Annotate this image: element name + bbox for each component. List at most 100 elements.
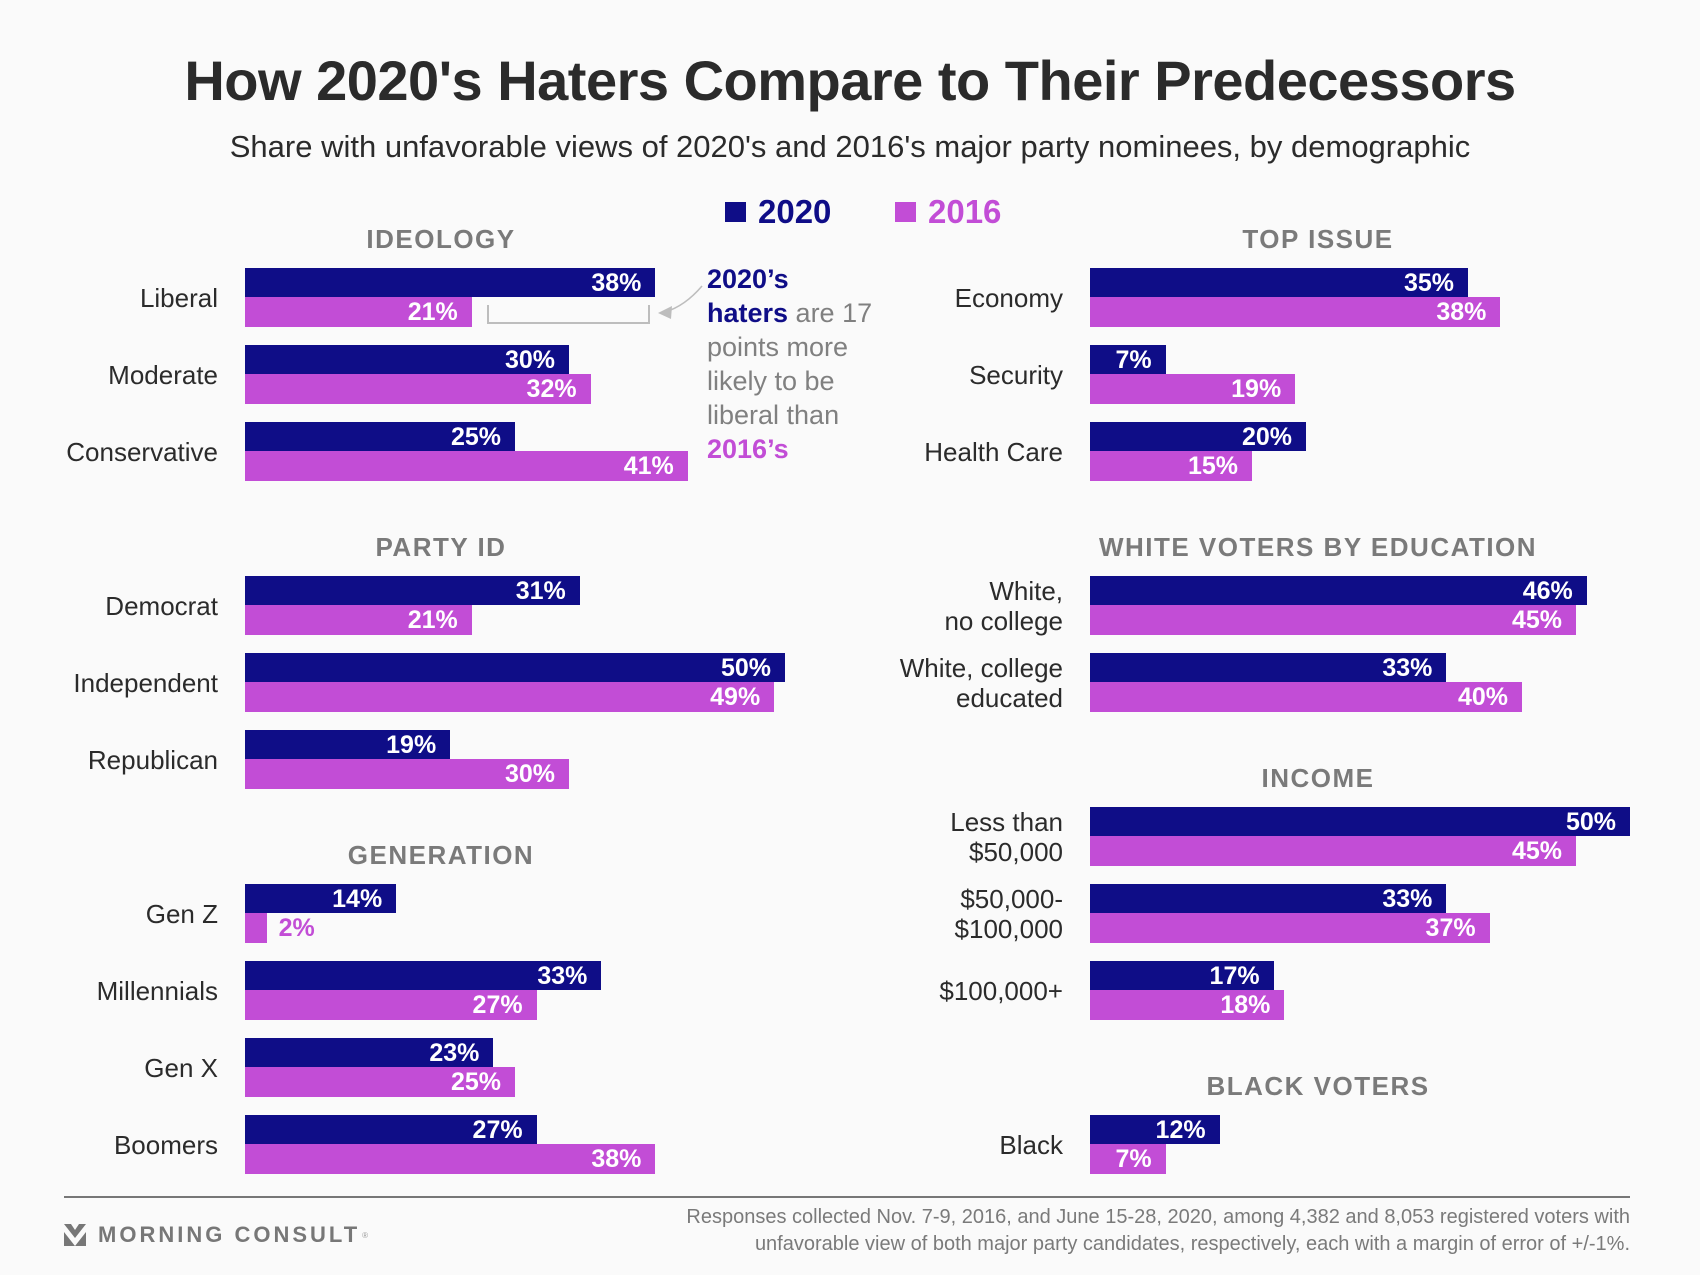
bar-2016: 45%: [1090, 605, 1576, 635]
category-label-line: White,: [989, 575, 1063, 606]
category-label: Conservative: [0, 422, 218, 481]
data-label: 23%: [429, 1039, 480, 1067]
data-label: 45%: [1511, 606, 1562, 634]
logo-registered-mark: ®: [362, 1230, 369, 1240]
category-label: Security: [803, 345, 1063, 404]
bar-2016: 41%: [245, 451, 688, 481]
data-label: 38%: [591, 269, 642, 297]
bar-2020: 27%: [245, 1115, 537, 1144]
category-label: Democrat: [0, 576, 218, 635]
bar-2016: 38%: [1090, 297, 1501, 327]
logo-text: MORNING CONSULT: [98, 1222, 361, 1247]
category-label: White, college educated: [803, 652, 1063, 713]
data-label: 37%: [1425, 914, 1476, 942]
data-label: 27%: [472, 1116, 523, 1144]
category-label-line: Democrat: [105, 590, 218, 621]
footer-divider: [64, 1196, 1630, 1198]
bar-2020: 33%: [245, 961, 602, 990]
category-label-line: Security: [969, 359, 1063, 390]
category-label: Republican: [0, 730, 218, 789]
data-label: 25%: [450, 1068, 501, 1096]
data-label: 20%: [1241, 423, 1292, 451]
category-label-line: Liberal: [139, 282, 218, 313]
category-label: Gen Z: [0, 884, 218, 943]
annotation-bracket-arrow: [487, 285, 703, 324]
category-label: Health Care: [803, 422, 1063, 481]
annotation-bracket: [487, 305, 650, 324]
data-label: 19%: [1231, 375, 1282, 403]
bar-2016: 38%: [245, 1144, 656, 1174]
category-label-line: $100,000: [954, 913, 1063, 944]
section-heading: BLACK VOTERS: [1206, 1071, 1430, 1101]
data-label: 46%: [1522, 577, 1573, 605]
annotation-2016s: 2016’s: [707, 434, 789, 464]
bar-2016: 15%: [1090, 451, 1252, 481]
legend-label-2020: 2020: [758, 193, 832, 230]
data-label: 50%: [1565, 808, 1616, 836]
bar-2020: 12%: [1090, 1115, 1220, 1144]
category-label-line: $100,000+: [939, 975, 1063, 1006]
data-label: 21%: [407, 298, 458, 326]
bar-2016: 7%: [1090, 1144, 1166, 1174]
data-label: 33%: [1382, 885, 1433, 913]
data-label: 14%: [332, 885, 383, 913]
annotation-2020s: 2020’s: [707, 264, 789, 294]
bar-2020: 46%: [1090, 576, 1587, 605]
chart-subtitle: Share with unfavorable views of 2020's a…: [229, 129, 1471, 164]
data-label: 33%: [1382, 654, 1433, 682]
bar-2020: 35%: [1090, 268, 1468, 297]
bar-2020: 50%: [1090, 807, 1630, 836]
legend-label-2016: 2016: [928, 193, 1002, 230]
methodology-line-1: Responses collected Nov. 7-9, 2016, and …: [686, 1206, 1630, 1228]
category-label-line: Boomers: [113, 1129, 218, 1160]
category-label: Millennials: [0, 961, 218, 1020]
category-label-line: educated: [956, 682, 1063, 713]
data-label: 40%: [1457, 683, 1508, 711]
morning-consult-logo: MORNING CONSULT ®: [64, 1222, 368, 1248]
category-label: Economy: [803, 268, 1063, 327]
bar-2020: 17%: [1090, 961, 1274, 990]
data-label: 32%: [526, 375, 577, 403]
data-label: 21%: [407, 606, 458, 634]
bar-2020: 33%: [1090, 653, 1447, 682]
category-label-line: Millennials: [96, 975, 218, 1006]
bar-2016: 32%: [245, 374, 591, 404]
legend-swatch-2016: [895, 202, 916, 222]
bar-2020: 14%: [245, 884, 397, 913]
data-label: 30%: [504, 760, 555, 788]
category-label-line: White, college: [899, 652, 1063, 683]
bar-2016: 19%: [1090, 374, 1296, 404]
category-label-line: Gen X: [144, 1052, 218, 1083]
section-heading: INCOME: [1261, 763, 1375, 793]
annotation-haters: haters: [707, 298, 789, 328]
legend-item-2020: 2020: [725, 193, 832, 230]
bar-2016: 45%: [1090, 836, 1576, 866]
legend-item-2016: 2016: [895, 193, 1002, 230]
annotation-arrowhead-icon: [658, 306, 672, 319]
category-label: White, no college: [803, 575, 1063, 636]
bar-2020: 7%: [1090, 345, 1166, 374]
bar-2020: 38%: [245, 268, 656, 297]
data-label: 41%: [623, 452, 674, 480]
data-label: 45%: [1511, 837, 1562, 865]
bar-2016: 2%: [245, 913, 315, 943]
bar-2020: 31%: [245, 576, 580, 605]
category-label: Gen X: [0, 1038, 218, 1097]
category-label-line: Gen Z: [145, 898, 218, 929]
bar-2016: 30%: [245, 759, 569, 789]
annotation-body: are 17 points more likely to be liberal …: [707, 298, 873, 430]
section-heading: IDEOLOGY: [366, 224, 516, 254]
data-label: 2%: [278, 914, 315, 942]
bar-2020: 19%: [245, 730, 451, 759]
category-label-line: Moderate: [108, 359, 218, 390]
section-heading: GENERATION: [347, 840, 535, 870]
bar-2016: 40%: [1090, 682, 1522, 712]
methodology-line-2: unfavorable view of both major party can…: [754, 1233, 1630, 1255]
data-label: 18%: [1220, 991, 1271, 1019]
data-label: 19%: [386, 731, 437, 759]
methodology-note: Responses collected Nov. 7-9, 2016, and …: [630, 1204, 1630, 1258]
section-heading: PARTY ID: [375, 532, 507, 562]
data-label: 49%: [710, 683, 761, 711]
bar-2016: 21%: [245, 297, 472, 327]
morning-consult-chevron-icon: [64, 1224, 86, 1246]
